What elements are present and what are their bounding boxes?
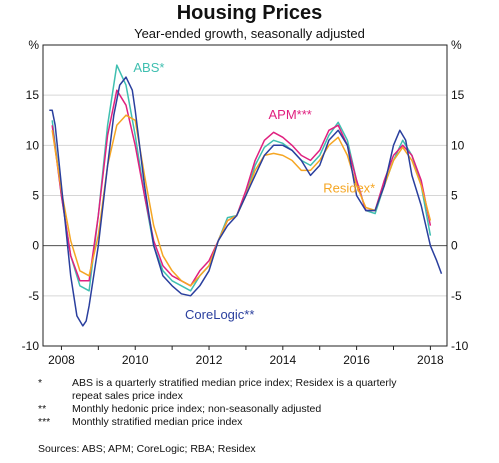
chart-title: Housing Prices [176, 2, 323, 24]
footnote-mark: ** [38, 403, 47, 415]
series-line-corelogic [49, 76, 443, 327]
footnote-2: ** Monthly hedonic price index; non-seas… [38, 403, 396, 416]
series-label-apm: APM*** [269, 107, 312, 122]
y-tick-label-left: 0 [32, 239, 39, 253]
chart-subtitle: Year-ended growth, seasonally adjusted [134, 26, 365, 41]
series-label-corelogic: CoreLogic** [185, 307, 254, 322]
footnote-text: Monthly hedonic price index; non-seasona… [72, 403, 322, 415]
sources-line: Sources: ABS; APM; CoreLogic; RBA; Resid… [38, 443, 256, 455]
footnote-mark: *** [38, 416, 51, 428]
series-label-residex: Residex* [323, 180, 375, 195]
series-label-abs: ABS* [133, 60, 164, 75]
y-tick-label-left: 10 [26, 138, 40, 152]
housing-prices-chart: -10 -10 -5 -5 0 0 5 5 10 10 15 15% % 2008 2010 2012 2014… [22, 38, 469, 367]
y-unit-right: % [451, 38, 462, 52]
footnote-mark: * [38, 377, 43, 389]
x-tick-label: 2018 [417, 353, 444, 367]
series-line-residex [51, 114, 432, 287]
footnote-text: repeat sales price index [72, 390, 183, 402]
footnotes: * ABS is a quarterly stratified median p… [38, 377, 396, 429]
y-tick-label-right: 0 [451, 239, 458, 253]
footnote-text: Monthly stratified median price index [72, 416, 243, 428]
x-tick-label: 2008 [48, 353, 75, 367]
y-tick-label-right: 15 [451, 88, 465, 102]
y-tick-label-right: 5 [451, 189, 458, 203]
y-tick-label-left: -10 [22, 339, 40, 353]
y-tick-label-right: -10 [451, 339, 469, 353]
x-tick-label: 2012 [196, 353, 223, 367]
y-tick-label-right: -5 [451, 289, 462, 303]
footnote-text: ABS is a quarterly stratified median pri… [72, 377, 397, 389]
footnote-3: *** Monthly stratified median price inde… [38, 416, 396, 429]
x-tick-label: 2016 [343, 353, 370, 367]
y-tick-label-left: 5 [32, 189, 39, 203]
y-tick-label-left: -5 [28, 289, 39, 303]
x-tick-label: 2014 [269, 353, 296, 367]
series-line-abs [51, 64, 432, 292]
y-tick-label-left: 15 [26, 88, 40, 102]
x-tick-label: 2010 [122, 353, 149, 367]
y-unit-left: % [28, 38, 39, 52]
plot-frame [42, 44, 448, 347]
footnote-1: * ABS is a quarterly stratified median p… [38, 377, 396, 403]
y-tick-label-right: 10 [451, 138, 465, 152]
